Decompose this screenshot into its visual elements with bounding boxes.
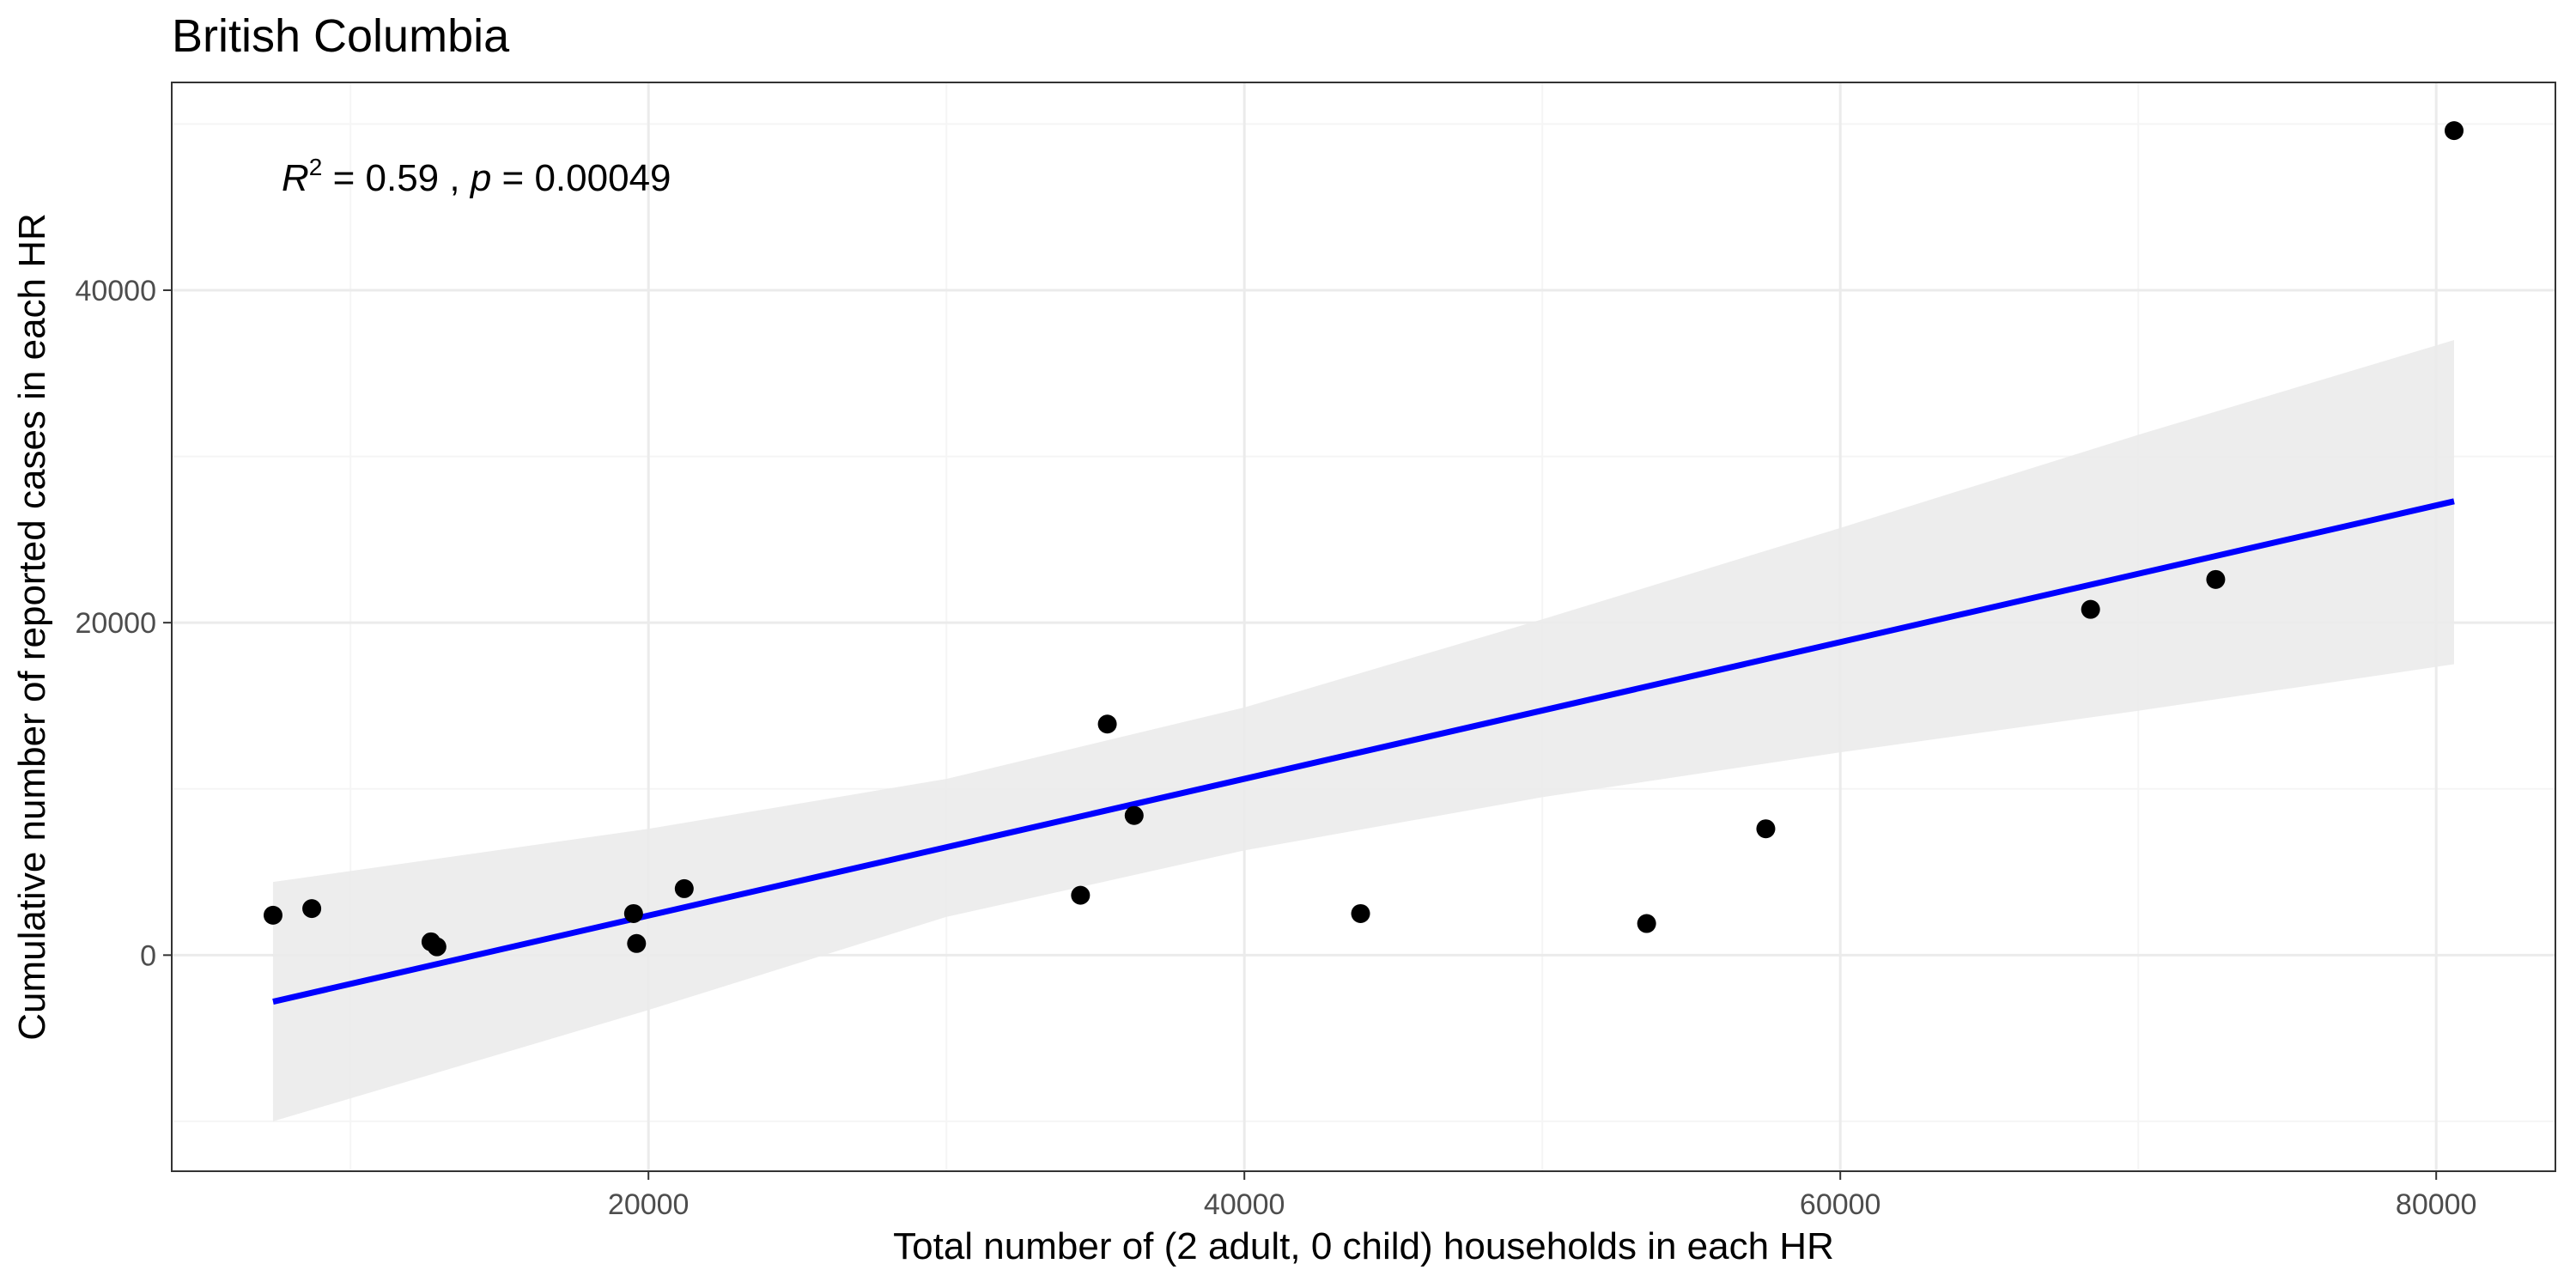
data-point: [263, 905, 283, 925]
data-point: [2445, 121, 2464, 141]
data-point: [1351, 903, 1370, 923]
confidence-band: [272, 340, 2455, 1121]
x-tick-label: 60000: [1800, 1188, 1881, 1221]
data-point: [1071, 885, 1091, 905]
p-value: = 0.00049: [491, 157, 671, 199]
data-point: [427, 937, 447, 957]
data-point: [2081, 599, 2100, 619]
data-point: [302, 899, 322, 919]
data-point: [1124, 805, 1144, 825]
plot-panel-border: [171, 82, 2556, 1172]
data-point: [1756, 819, 1776, 839]
data-point: [1097, 714, 1117, 734]
y-tick-label: 40000: [75, 275, 156, 307]
y-axis-title: Cumulative number of reported cases in e…: [11, 213, 53, 1041]
confidence-band-layer: [272, 340, 2455, 1121]
chart-title: British Columbia: [172, 10, 510, 62]
r-squared-symbol: R: [282, 157, 309, 199]
y-tick-label: 0: [140, 939, 156, 972]
x-tick-label: 80000: [2396, 1188, 2477, 1221]
p-symbol: p: [469, 157, 491, 199]
r-squared-exponent: 2: [309, 154, 323, 180]
x-tick-label: 20000: [608, 1188, 690, 1221]
x-axis-ticks: 20000 40000 60000 80000: [608, 1171, 2477, 1221]
data-point: [627, 933, 647, 953]
data-point: [2206, 569, 2226, 589]
x-axis-title: Total number of (2 adult, 0 child) house…: [893, 1225, 1834, 1267]
data-point: [623, 903, 643, 923]
r-squared-value: = 0.59: [322, 157, 439, 199]
annotation-separator: ,: [439, 157, 471, 199]
data-points-layer: [263, 121, 2464, 957]
x-tick-label: 40000: [1204, 1188, 1285, 1221]
stat-annotation: R2 = 0.59 , p = 0.00049: [282, 154, 671, 199]
data-point: [1637, 914, 1656, 933]
y-axis-ticks: 0 20000 40000: [75, 275, 172, 972]
y-tick-label: 20000: [75, 607, 156, 640]
data-point: [674, 878, 694, 898]
